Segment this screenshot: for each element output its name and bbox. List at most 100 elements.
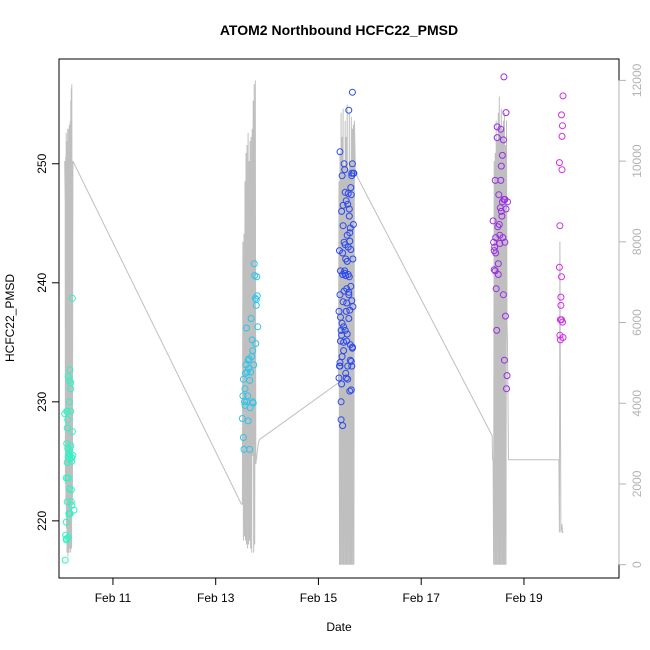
data-point [343,285,351,293]
data-point [499,136,507,144]
right-y-tick-label: 10000 [630,144,644,178]
data-point [347,357,355,365]
data-point [336,148,344,156]
data-point [556,336,564,344]
data-point [345,212,353,220]
data-point [341,326,349,334]
chart-title: ATOM2 Northbound HCFC22_PMSD [220,22,458,38]
data-point [66,366,74,374]
data-point [345,205,353,213]
data-point [494,260,502,268]
data-point [494,271,502,278]
data-point [501,238,509,246]
data-point [248,336,256,344]
y-tick-label: 220 [35,511,49,531]
altitude-line [64,80,564,565]
data-point [500,73,508,81]
data-point [337,313,344,321]
data-point [339,201,347,209]
right-y-axis: 0 2000 4000 6000 8000 10000 12000 [618,63,644,568]
right-y-tick-label: 12000 [630,63,644,97]
data-point [66,510,74,518]
data-point [497,162,505,170]
data-point [345,291,353,299]
data-point [67,407,75,415]
x-tick-label: Feb 15 [300,591,338,605]
data-point [246,376,254,384]
data-point [345,315,353,322]
data-point [338,331,346,339]
data-point [337,416,345,424]
data-point [500,356,508,364]
data-point [336,291,344,299]
data-point [342,369,350,377]
data-point [345,288,353,296]
data-point [337,326,345,334]
y-tick-label: 250 [35,153,49,173]
data-point [492,249,500,257]
data-point [247,315,255,322]
data-point [67,498,75,506]
right-y-tick-label: 0 [630,561,644,568]
data-point [347,246,355,253]
x-tick-label: Feb 13 [197,591,235,605]
data-point [347,282,355,290]
data-point [338,172,346,180]
data-point [341,267,349,275]
data-point [504,198,511,206]
y-tick-label: 230 [35,391,49,411]
x-tick-label: Feb 19 [505,591,543,605]
data-point [557,301,565,309]
x-tick-label: Feb 17 [403,591,441,605]
data-point [502,205,510,213]
y-tick-label: 240 [35,272,49,292]
altitude-line-layer [64,80,564,565]
data-point [346,387,354,395]
data-point [336,359,344,366]
data-point [239,434,247,441]
data-point [347,386,355,394]
data-point [340,238,348,246]
data-point [67,442,75,450]
data-point [503,372,511,380]
data-point [558,132,566,140]
data-point [555,263,563,271]
right-y-tick-label: 8000 [630,228,644,255]
data-point [349,221,357,228]
data-point [489,217,497,225]
data-point [342,374,350,382]
data-point [556,222,564,230]
data-point [64,416,72,424]
scatter-points-layer [61,73,567,564]
data-point [557,293,565,301]
data-point [502,109,510,117]
data-point [496,231,504,239]
data-point [558,273,565,281]
data-point [558,111,565,119]
data-point [555,159,563,167]
data-point [61,556,69,564]
data-point [344,190,352,197]
data-point [243,368,251,376]
data-point [67,486,75,494]
data-point [503,385,510,393]
data-point [558,166,566,174]
data-point [338,380,346,388]
data-point [63,498,71,506]
data-point [493,123,501,131]
data-point [347,191,355,199]
data-point [252,340,260,347]
data-point [340,338,348,346]
data-point [246,445,254,453]
data-point [253,292,261,300]
data-point [242,369,249,377]
data-point [342,307,350,315]
right-y-tick-label: 2000 [630,470,644,497]
data-point [63,424,71,432]
y-axis: 220 230 240 250 [35,153,60,531]
data-point [347,184,355,192]
right-y-tick-label: 6000 [630,309,644,336]
data-point [340,347,348,355]
y-axis-label: HCFC22_PMSD [3,274,17,362]
data-point [249,398,257,406]
